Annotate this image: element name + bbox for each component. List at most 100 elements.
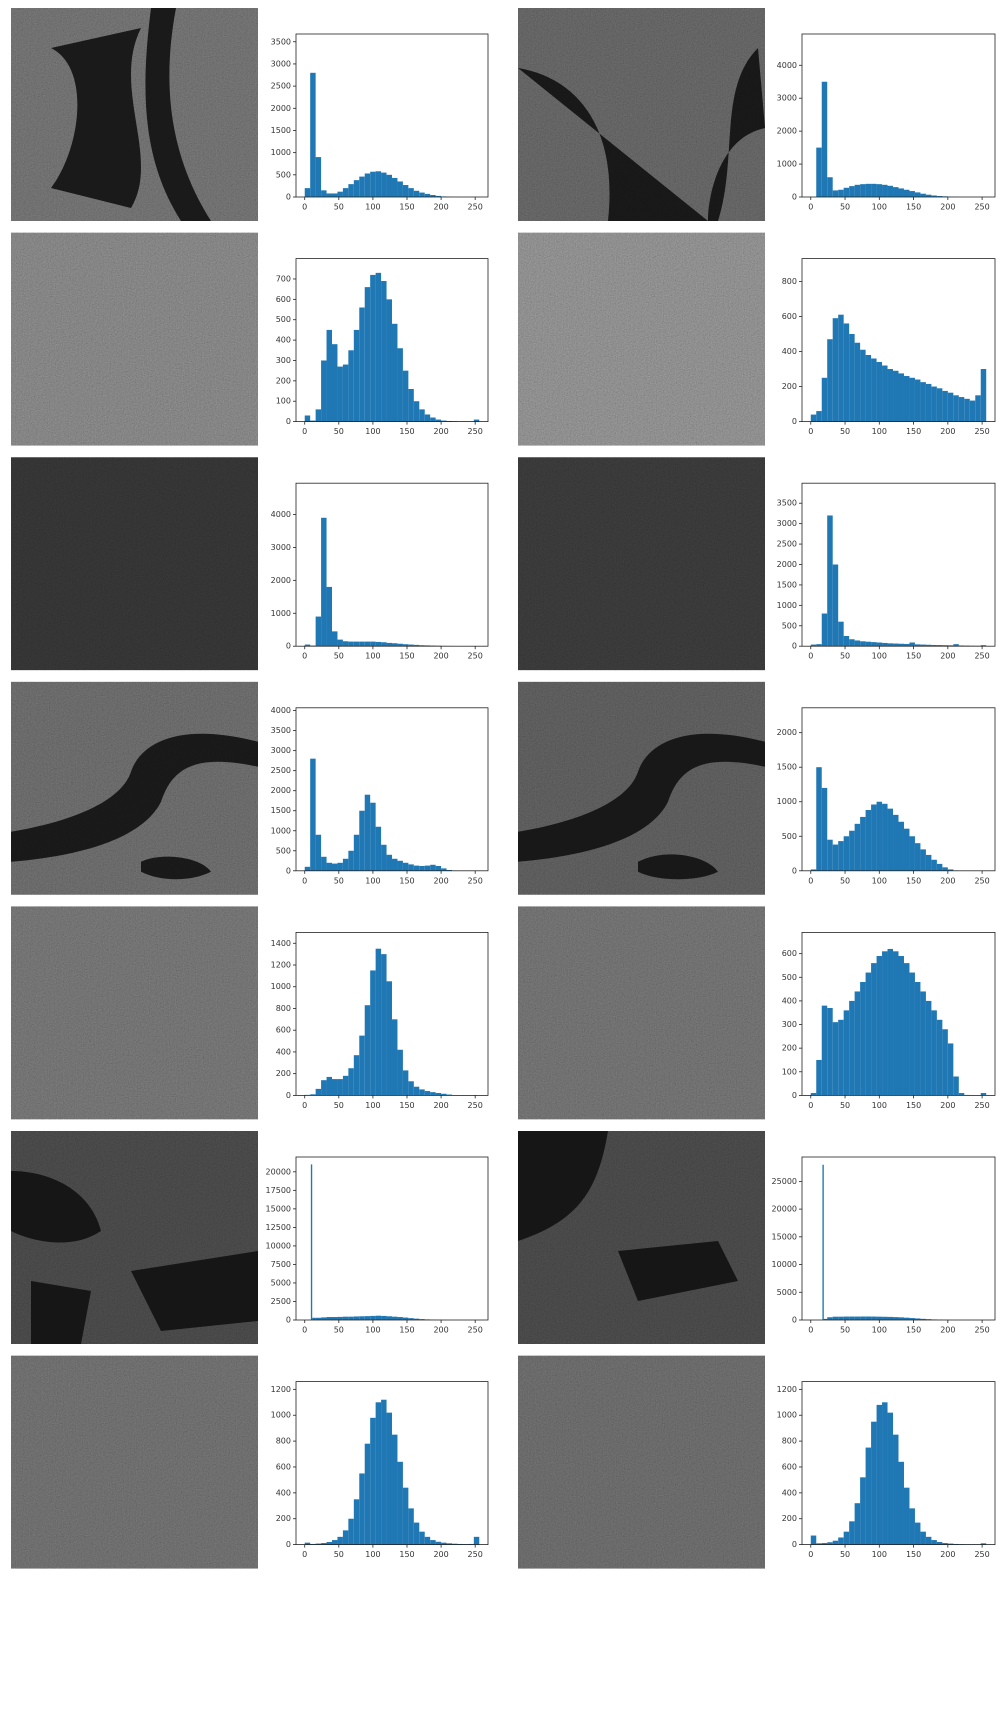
bar: [327, 330, 332, 422]
y-tick-label: 1000: [271, 148, 291, 157]
y-tick-label: 17500: [266, 1186, 291, 1195]
x-tick-label: 150: [906, 1101, 921, 1110]
x-tick-label: 100: [872, 427, 887, 436]
bar: [419, 866, 424, 871]
x-tick-label: 250: [468, 1550, 483, 1559]
bar: [370, 275, 375, 422]
x-tick-label: 0: [808, 203, 813, 212]
bar: [827, 1008, 832, 1095]
bar: [877, 1405, 882, 1545]
y-tick-label: 3500: [271, 37, 291, 46]
x-tick-label: 250: [974, 203, 989, 212]
y-tick-label: 700: [276, 274, 291, 283]
bar: [855, 1317, 860, 1320]
bar: [827, 840, 832, 871]
bar: [327, 193, 332, 197]
y-tick-label: 500: [276, 315, 291, 324]
x-tick-label: 200: [433, 203, 448, 212]
bar: [855, 185, 860, 197]
x-tick-label: 150: [906, 203, 921, 212]
sar-image: [11, 8, 258, 221]
bar: [866, 1317, 871, 1320]
sar-image: [518, 682, 765, 895]
bar: [332, 1079, 337, 1095]
bar: [811, 1536, 816, 1545]
bar: [877, 956, 882, 1095]
y-tick-label: 1500: [777, 763, 797, 772]
bar: [816, 148, 821, 197]
y-tick-label: 7500: [271, 1260, 291, 1269]
bar: [844, 836, 849, 871]
y-tick-label: 1200: [271, 961, 291, 970]
y-tick-label: 10000: [266, 1241, 291, 1250]
bar: [376, 827, 381, 871]
bar: [888, 1317, 893, 1320]
bar: [926, 1537, 931, 1545]
bar: [877, 802, 882, 871]
bar: [970, 401, 975, 422]
bar: [376, 273, 381, 422]
y-tick-label: 0: [792, 1316, 797, 1325]
bar: [882, 804, 887, 871]
bar: [359, 642, 364, 647]
bar: [899, 822, 904, 871]
bar: [381, 845, 386, 871]
bar: [359, 177, 364, 197]
bar: [316, 1089, 321, 1096]
bar: [931, 1540, 936, 1545]
y-tick-label: 1000: [777, 160, 797, 169]
y-tick-label: 2000: [777, 728, 797, 737]
bar: [871, 359, 876, 422]
bar: [343, 1076, 348, 1096]
x-tick-label: 50: [840, 1326, 850, 1335]
bar: [425, 414, 430, 421]
bar: [430, 1540, 435, 1545]
y-tick-label: 2000: [271, 104, 291, 113]
bar: [419, 1532, 424, 1545]
x-tick-label: 100: [872, 203, 887, 212]
bar: [926, 1001, 931, 1095]
x-tick-label: 50: [334, 1550, 344, 1559]
y-tick-label: 500: [782, 621, 797, 630]
x-tick-label: 200: [940, 1101, 955, 1110]
bar: [981, 369, 986, 422]
bar: [430, 865, 435, 871]
bar: [893, 951, 898, 1095]
bar: [359, 811, 364, 871]
bar: [337, 1537, 342, 1545]
bar: [316, 157, 321, 197]
bar: [888, 369, 893, 422]
x-tick-label: 150: [906, 1326, 921, 1335]
bar: [822, 378, 827, 422]
x-tick-label: 200: [940, 427, 955, 436]
y-tick-label: 2000: [777, 560, 797, 569]
bar: [827, 1317, 832, 1320]
x-tick-label: 200: [940, 1550, 955, 1559]
axes-frame: [802, 34, 995, 197]
bar: [311, 1164, 312, 1320]
bar: [354, 180, 359, 197]
sar-image: [11, 233, 258, 446]
bar: [348, 851, 353, 871]
x-tick-label: 0: [302, 876, 307, 885]
y-tick-label: 1000: [777, 601, 797, 610]
bar: [327, 863, 332, 871]
bar: [359, 308, 364, 422]
sar-image: [518, 1356, 765, 1569]
y-tick-label: 100: [782, 1067, 797, 1076]
x-tick-label: 150: [906, 427, 921, 436]
x-tick-label: 100: [872, 1550, 887, 1559]
x-tick-label: 50: [840, 203, 850, 212]
sar-image: [518, 1131, 765, 1344]
bar: [321, 360, 326, 421]
x-tick-label: 100: [365, 1101, 380, 1110]
y-tick-label: 1000: [271, 982, 291, 991]
y-tick-label: 0: [792, 642, 797, 651]
bar: [838, 622, 843, 647]
bar: [387, 1413, 392, 1545]
y-tick-label: 1000: [271, 826, 291, 835]
bar: [348, 184, 353, 197]
